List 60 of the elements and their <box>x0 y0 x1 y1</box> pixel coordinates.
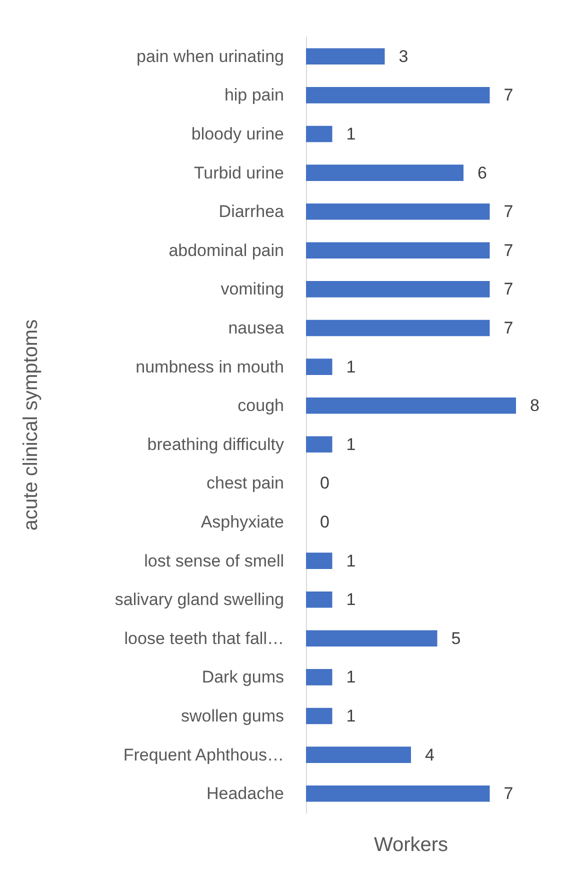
bar <box>306 164 464 181</box>
data-label: 7 <box>504 240 514 260</box>
bar <box>306 436 332 453</box>
bar <box>306 87 490 104</box>
data-label: 1 <box>346 590 356 610</box>
y-tick-label: Headache <box>206 784 284 804</box>
data-label: 1 <box>346 357 356 376</box>
data-label: 1 <box>346 706 356 726</box>
bar <box>306 126 332 142</box>
data-label: 7 <box>504 202 514 222</box>
data-label: 7 <box>504 318 514 338</box>
y-tick-label: Turbid urine <box>194 163 284 182</box>
data-label: 5 <box>451 628 461 648</box>
y-tick-label: Asphyxiate <box>200 512 284 532</box>
bar <box>306 320 490 336</box>
data-label: 8 <box>530 396 540 416</box>
y-tick-label: swollen gums <box>181 706 284 726</box>
y-tick-label: Diarrhea <box>218 202 285 222</box>
bar <box>306 358 332 375</box>
bar <box>306 552 332 569</box>
data-label: 4 <box>425 745 434 764</box>
bar <box>306 708 332 724</box>
bar <box>306 397 516 414</box>
data-label: 1 <box>346 668 356 687</box>
data-label: 6 <box>478 163 487 182</box>
bar <box>306 48 385 65</box>
y-tick-label: bloody urine <box>191 124 284 144</box>
data-label: 7 <box>504 784 514 804</box>
y-tick-label: numbness in mouth <box>136 357 284 376</box>
bar <box>306 203 490 220</box>
y-tick-label: nausea <box>228 318 285 338</box>
bar <box>306 281 490 298</box>
y-tick-label: Frequent Aphthous… <box>123 745 284 764</box>
y-tick-label: salivary gland swelling <box>114 590 284 610</box>
data-label: 7 <box>504 86 514 105</box>
bar <box>306 669 332 686</box>
data-label: 1 <box>346 124 356 144</box>
y-tick-label: abdominal pain <box>168 240 284 260</box>
data-label: 1 <box>346 551 356 570</box>
bar <box>306 630 438 647</box>
y-tick-label: hip pain <box>224 86 284 105</box>
bar <box>306 591 332 608</box>
y-tick-label: chest pain <box>206 474 284 493</box>
y-tick-label: vomiting <box>220 280 284 299</box>
data-label: 3 <box>398 46 408 66</box>
x-axis-title: Workers <box>374 834 448 856</box>
bar <box>306 746 411 763</box>
data-label: 1 <box>346 434 356 454</box>
data-label: 0 <box>320 474 330 493</box>
y-tick-label: breathing difficulty <box>147 434 284 454</box>
y-tick-label: loose teeth that fall… <box>124 628 284 648</box>
data-label: 7 <box>504 280 514 299</box>
bar <box>306 242 490 259</box>
y-axis-title: acute clinical symptoms <box>20 319 42 531</box>
y-tick-label: cough <box>238 396 284 416</box>
bar <box>306 785 490 802</box>
y-tick-label: lost sense of smell <box>144 551 284 570</box>
data-label: 0 <box>320 512 330 532</box>
y-tick-label: pain when urinating <box>136 46 284 66</box>
y-tick-label: Dark gums <box>202 668 284 687</box>
